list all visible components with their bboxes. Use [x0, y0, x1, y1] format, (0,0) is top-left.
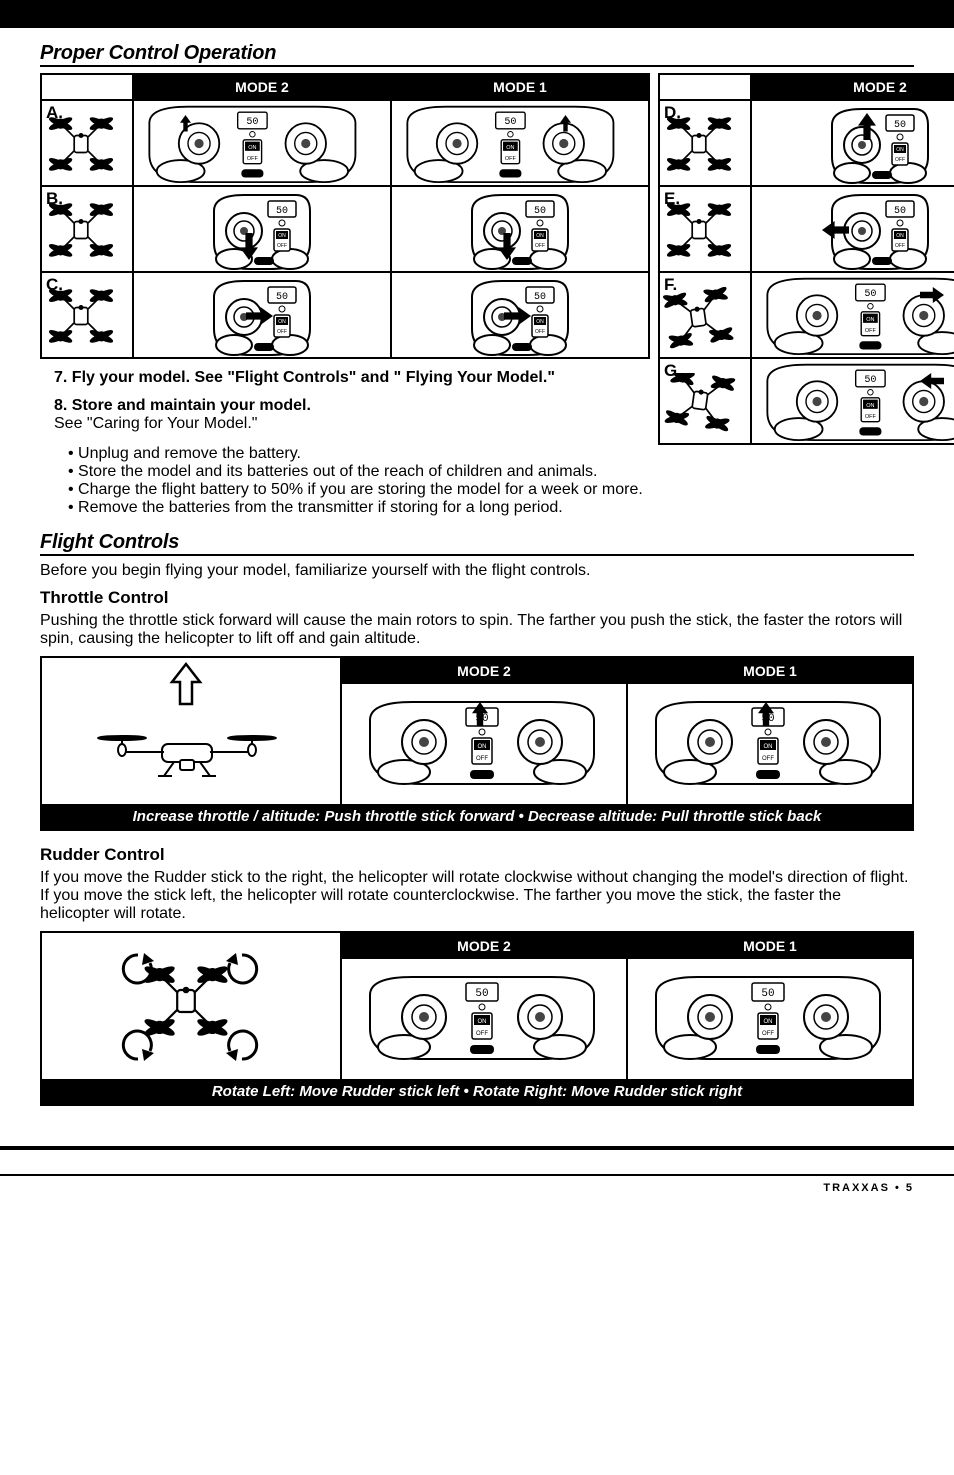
throttle-mode1-hdr: MODE 1 [628, 658, 912, 684]
rudder-heading: Rudder Control [40, 845, 914, 865]
rudder-tx-mode1 [628, 959, 908, 1075]
row-label: G. [659, 358, 751, 444]
row-label: E. [659, 186, 751, 272]
care-bullet: Store the model and its batteries out of… [68, 463, 914, 481]
tx-mode2 [133, 186, 391, 272]
throttle-para: Pushing the throttle stick forward will … [40, 612, 914, 648]
section-title-flight: Flight Controls [40, 531, 914, 556]
row-label: A. [41, 100, 133, 186]
throttle-mode2-hdr: MODE 2 [342, 658, 626, 684]
row-label: F. [659, 272, 751, 358]
tx-mode2 [751, 272, 954, 358]
rudder-box: MODE 2 MODE 1 Rotate Left: Move Rudder s… [40, 931, 914, 1106]
rudder-tx-mode2 [342, 959, 622, 1075]
care-bullet: Charge the flight battery to 50% if you … [68, 481, 914, 499]
care-bullets: Unplug and remove the battery.Store the … [68, 445, 914, 517]
tx-mode2 [133, 272, 391, 358]
tx-mode2 [133, 100, 391, 186]
tx-mode1 [391, 272, 649, 358]
tx-mode1 [391, 186, 649, 272]
tx-mode2 [751, 358, 954, 444]
rudder-illustration [42, 933, 332, 1073]
throttle-tx-mode1 [628, 684, 908, 800]
flight-intro: Before you begin flying your model, fami… [40, 562, 914, 580]
throttle-caption: Increase throttle / altitude: Push throt… [42, 804, 912, 829]
hdr-mode2-r: MODE 2 [751, 74, 954, 100]
row-label: D. [659, 100, 751, 186]
hdr-mode2: MODE 2 [133, 74, 391, 100]
care-bullet: Unplug and remove the battery. [68, 445, 914, 463]
care-bullet: Remove the batteries from the transmitte… [68, 499, 914, 517]
row-label: C. [41, 272, 133, 358]
rudder-caption: Rotate Left: Move Rudder stick left • Ro… [42, 1079, 912, 1104]
throttle-tx-mode2 [342, 684, 622, 800]
hdr-mode1: MODE 1 [391, 74, 649, 100]
proper-table-right: MODE 2 MODE 1 D. E. F. G. [658, 73, 954, 445]
throttle-box: MODE 2 MODE 1 Increase throttle / altitu… [40, 656, 914, 831]
page-footer: TRAXXAS • 5 [0, 1174, 954, 1204]
rudder-mode2-hdr: MODE 2 [342, 933, 626, 959]
throttle-illustration [42, 658, 332, 798]
rudder-mode1-hdr: MODE 1 [628, 933, 912, 959]
throttle-heading: Throttle Control [40, 588, 914, 608]
tx-mode2 [751, 100, 954, 186]
tx-mode2 [751, 186, 954, 272]
row-label: B. [41, 186, 133, 272]
step-7: 7. Fly your model. See "Flight Controls"… [54, 369, 650, 387]
proper-table-left: MODE 2 MODE 1 A. B. C. [40, 73, 650, 359]
tx-mode1 [391, 100, 649, 186]
rudder-para: If you move the Rudder stick to the righ… [40, 869, 914, 923]
step-8: 8. Store and maintain your model. See "C… [54, 397, 650, 433]
section-title-proper: Proper Control Operation [40, 42, 914, 67]
